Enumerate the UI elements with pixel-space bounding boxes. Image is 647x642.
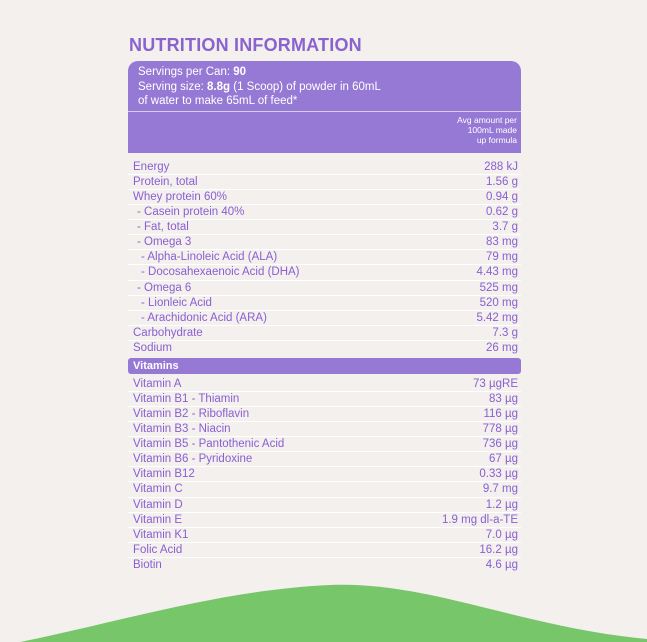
nutrient-row: Sodium 26 mg [128,341,521,356]
vitamin-row: Vitamin B6 - Pyridoxine 67 µg [128,452,521,468]
vitamin-row: Vitamin B5 - Pantothenic Acid 736 µg [128,437,521,453]
vitamin-row: Vitamin B12 0.33 µg [128,467,521,483]
vitamin-name: Vitamin D [133,498,183,511]
vitamin-row: Vitamin A 73 µgRE [128,377,521,393]
nutrient-value: 4.43 mg [476,266,518,279]
nutrient-value: 79 mg [486,251,518,264]
nutrient-value: 520 mg [479,296,518,309]
vitamin-value: 83 µg [488,393,518,406]
vitamin-name: Vitamin B6 - Pyridoxine [133,453,253,466]
nutrient-name: Carbohydrate [133,326,203,339]
nutrient-row: - Docosahexaenoic Acid (DHA) 4.43 mg [128,265,521,281]
page-title: NUTRITION INFORMATION [129,35,362,55]
vitamin-row: Biotin 4.6 µg [128,558,521,573]
vitamin-value: 9.7 mg [482,483,518,496]
vitamin-row: Vitamin B2 - Riboflavin 116 µg [128,407,521,423]
nutrient-name: Energy [133,161,170,173]
serving-size-value: 8.8g [207,80,231,93]
vitamin-name: Vitamin B3 - Niacin [133,423,231,436]
vitamin-row: Vitamin K1 7.0 µg [128,528,521,543]
nutrient-table: Energy 288 kJ Protein, total 1.56 g Whey pro… [128,160,521,356]
nutrient-row: - Arachidonic Acid (ARA) 5.42 mg [128,311,521,326]
nutrient-value: 525 mg [479,281,518,294]
nutrient-row: - Fat, total 3.7 g [128,220,521,236]
column-heading-line2: 100mL made [467,125,517,135]
column-heading-line1: Avg amount per [457,115,517,125]
servings-label: Servings per Can: [138,66,234,78]
vitamin-value: 1.2 µg [485,498,518,511]
servings-per-can: Servings per Can: 90 [138,65,521,80]
vitamin-name: Vitamin B2 - Riboflavin [133,408,250,421]
vitamin-value: 0.33 µg [479,468,518,481]
nutrient-value: 3.7 g [492,221,518,234]
nutrient-value: 83 mg [486,236,518,249]
vitamin-name: Vitamin K1 [133,528,189,541]
nutrient-name: - Casein protein 40% [137,206,245,219]
vitamin-value: 16.2 µg [479,543,518,556]
nutrient-value: 26 mg [486,341,518,354]
vitamin-value: 116 µg [483,408,518,421]
vitamin-name: Vitamin A [133,378,182,390]
vitamin-row: Folic Acid 16.2 µg [128,543,521,558]
vitamin-row: Vitamin D 1.2 µg [128,498,521,513]
serving-size-label: Serving size: [138,80,208,93]
header-divider [128,111,521,112]
nutrient-row: - Omega 6 525 mg [128,281,521,296]
nutrient-name: Whey protein 60% [133,191,227,204]
column-heading: Avg amount per 100mL made up formula [128,112,521,153]
vitamin-value: 778 µg [482,423,518,436]
vitamin-value: 1.9 mg dl-a-TE [441,513,518,526]
nutrient-value: 288 kJ [484,161,518,173]
nutrient-row: - Omega 3 83 mg [128,235,521,251]
column-heading-line3: up formula [476,135,517,145]
vitamin-row: Vitamin E 1.9 mg dl-a-TE [128,513,521,528]
vitamin-name: Biotin [133,558,162,571]
vitamin-row: Vitamin B1 - Thiamin 83 µg [128,392,521,408]
nutrient-row: Whey protein 60% 0.94 g [128,190,521,206]
nutrient-name: Sodium [133,341,172,354]
nutrient-row: - Casein protein 40% 0.62 g [128,205,521,221]
vitamin-value: 73 µgRE [473,378,518,390]
vitamin-name: Folic Acid [133,543,183,556]
nutrient-name: - Arachidonic Acid (ARA) [141,311,267,324]
green-hill-decoration [20,584,647,642]
vitamin-table: Vitamin A 73 µgRE Vitamin B1 - Thiamin 83 µ… [128,377,521,573]
nutrient-row: Protein, total 1.56 g [128,175,521,191]
nutrient-name: - Lionleic Acid [141,296,212,309]
vitamin-value: 67 µg [488,453,518,466]
nutrient-name: - Omega 6 [137,281,192,294]
nutrient-row: - Lionleic Acid 520 mg [128,296,521,311]
vitamin-value: 4.6 µg [485,558,518,571]
nutrient-row: Energy 288 kJ [128,160,521,176]
serving-info: Servings per Can: 90 Serving size: 8.8g … [128,61,521,111]
vitamin-name: Vitamin B12 [133,468,195,481]
nutrient-value: 5.42 mg [476,311,518,324]
nutrient-value: 0.94 g [486,191,518,204]
vitamins-section-heading: Vitamins [128,358,521,374]
nutrient-value: 7.3 g [492,326,518,339]
vitamin-row: Vitamin B3 - Niacin 778 µg [128,422,521,438]
vitamin-value: 736 µg [482,438,518,451]
serving-size: Serving size: 8.8g (1 Scoop) of powder i… [138,80,521,95]
nutrient-value: 1.56 g [486,176,518,189]
nutrient-name: Protein, total [133,176,198,189]
serving-size-line2: of water to make 65mL of feed* [138,95,298,107]
vitamin-name: Vitamin C [133,483,183,496]
vitamin-value: 7.0 µg [485,528,518,541]
vitamin-row: Vitamin C 9.7 mg [128,482,521,498]
nutrient-name: - Fat, total [137,221,189,234]
nutrient-name: - Docosahexaenoic Acid (DHA) [141,266,300,279]
nutrient-value: 0.62 g [486,206,518,219]
nutrient-row: - Alpha-Linoleic Acid (ALA) 79 mg [128,250,521,266]
nutrient-name: - Omega 3 [137,236,192,249]
servings-value: 90 [233,66,247,78]
serving-info-header: Servings per Can: 90 Serving size: 8.8g … [128,61,521,153]
vitamin-name: Vitamin E [133,513,183,526]
serving-size-rest: (1 Scoop) of powder in 60mL [230,80,381,93]
vitamin-name: Vitamin B1 - Thiamin [133,393,240,406]
vitamin-name: Vitamin B5 - Pantothenic Acid [133,438,285,451]
nutrient-row: Carbohydrate 7.3 g [128,326,521,341]
nutrient-name: - Alpha-Linoleic Acid (ALA) [141,251,278,264]
